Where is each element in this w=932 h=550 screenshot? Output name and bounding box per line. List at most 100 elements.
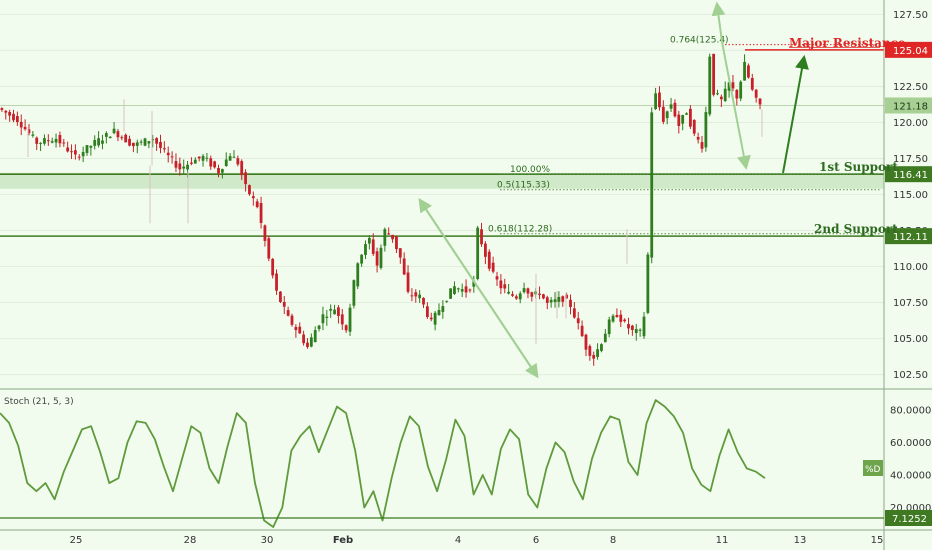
time-tick: 6 [533,535,539,546]
candle-body [425,306,429,318]
candle-body [162,148,166,150]
candle-body [584,334,588,350]
candle-body [449,288,452,299]
candle-body [329,308,333,311]
candle-body [472,280,476,287]
time-tick: 4 [455,535,461,546]
candle-body [727,82,731,91]
candle-body [224,159,228,167]
time-tick: 13 [794,535,807,546]
candle-body [418,294,422,299]
candle-body [232,156,236,158]
candle-body [73,150,77,155]
candle-body [410,295,414,297]
candle-body [491,262,495,272]
candle-body [650,112,654,258]
candle-body [538,293,541,296]
candle-body [453,286,456,294]
candle-body [364,244,367,255]
candle-body [429,317,433,320]
candle-body [747,65,750,78]
candle-body [704,112,708,148]
stoch-title: Stoch (21, 5, 3) [4,397,74,407]
candle-body [487,251,491,269]
candle-body [23,126,27,130]
fib-label: 0.764(125.4) [670,36,729,46]
candle-body [120,137,124,139]
candle-body [518,293,522,300]
candle-body [135,142,139,146]
candle-body [306,342,309,348]
stoch-tick: 40.0000 [890,470,931,481]
candle-body [588,346,592,356]
candle-body [731,82,735,89]
candle-body [414,292,418,297]
candle-body [340,314,344,325]
candle-body [642,316,646,337]
price-tick: 117.50 [893,154,928,165]
candle-body [576,318,580,324]
candle-body [213,161,217,168]
candle-body [743,61,746,81]
candle-body [352,280,356,306]
time-tick: 25 [70,535,83,546]
series-badge-text: %D [865,465,881,475]
price-tick: 122.50 [893,82,928,93]
candle-body [348,307,352,332]
candle-body [476,227,480,280]
candle-body [70,151,73,153]
candle-body [81,152,85,157]
candle-body [596,349,599,357]
price-tick: 115.00 [893,190,928,201]
candle-body [182,166,186,169]
price-tick: 120.00 [893,118,928,129]
candle-body [572,308,576,318]
current-price-badge [885,97,932,114]
candle-body [325,316,329,318]
candle-body [85,145,89,153]
candle-body [286,310,290,316]
candle-body [39,142,42,144]
candle-body [248,185,251,195]
price-axis: 102.50105.00107.50110.00112.50115.00117.… [885,10,932,381]
level-label: Major Resistance [789,36,906,50]
candle-body [549,299,553,303]
candle-body [441,306,445,312]
series-badge [863,460,883,476]
candle-body [255,201,259,208]
candle-body [495,276,499,280]
projection-arrow [721,41,751,170]
candle-body [692,119,696,134]
candle-body [333,309,336,315]
candle-body [143,138,147,146]
candle-body [445,300,449,302]
candle-body [0,108,4,110]
candle-body [619,314,623,322]
candle-body [433,312,437,325]
candle-body [507,291,511,294]
stoch-tick: 60.0000 [890,438,931,449]
candle-body [128,138,131,146]
candle-body [754,89,758,98]
candle-body [139,141,143,143]
candle-body [561,296,565,302]
candle-body [681,115,685,124]
candle-body [437,310,441,316]
candle-body [217,167,220,174]
price-badge [885,41,932,58]
candle-body [569,299,572,308]
candle-body [62,142,66,144]
candle-body [739,81,743,99]
candle-body [542,294,545,299]
candle-body [661,106,665,122]
candle-body [592,354,596,359]
time-tick: Feb [333,535,353,546]
candle-body [321,314,325,324]
candle-body [313,330,317,343]
time-axis: 25 28 30 Feb 4 6 8 11 13 15 [70,535,884,546]
candle-body [104,133,108,137]
candle-body [166,152,170,156]
candle-body [155,138,159,144]
stoch-value-text: 7.1252 [892,514,927,525]
